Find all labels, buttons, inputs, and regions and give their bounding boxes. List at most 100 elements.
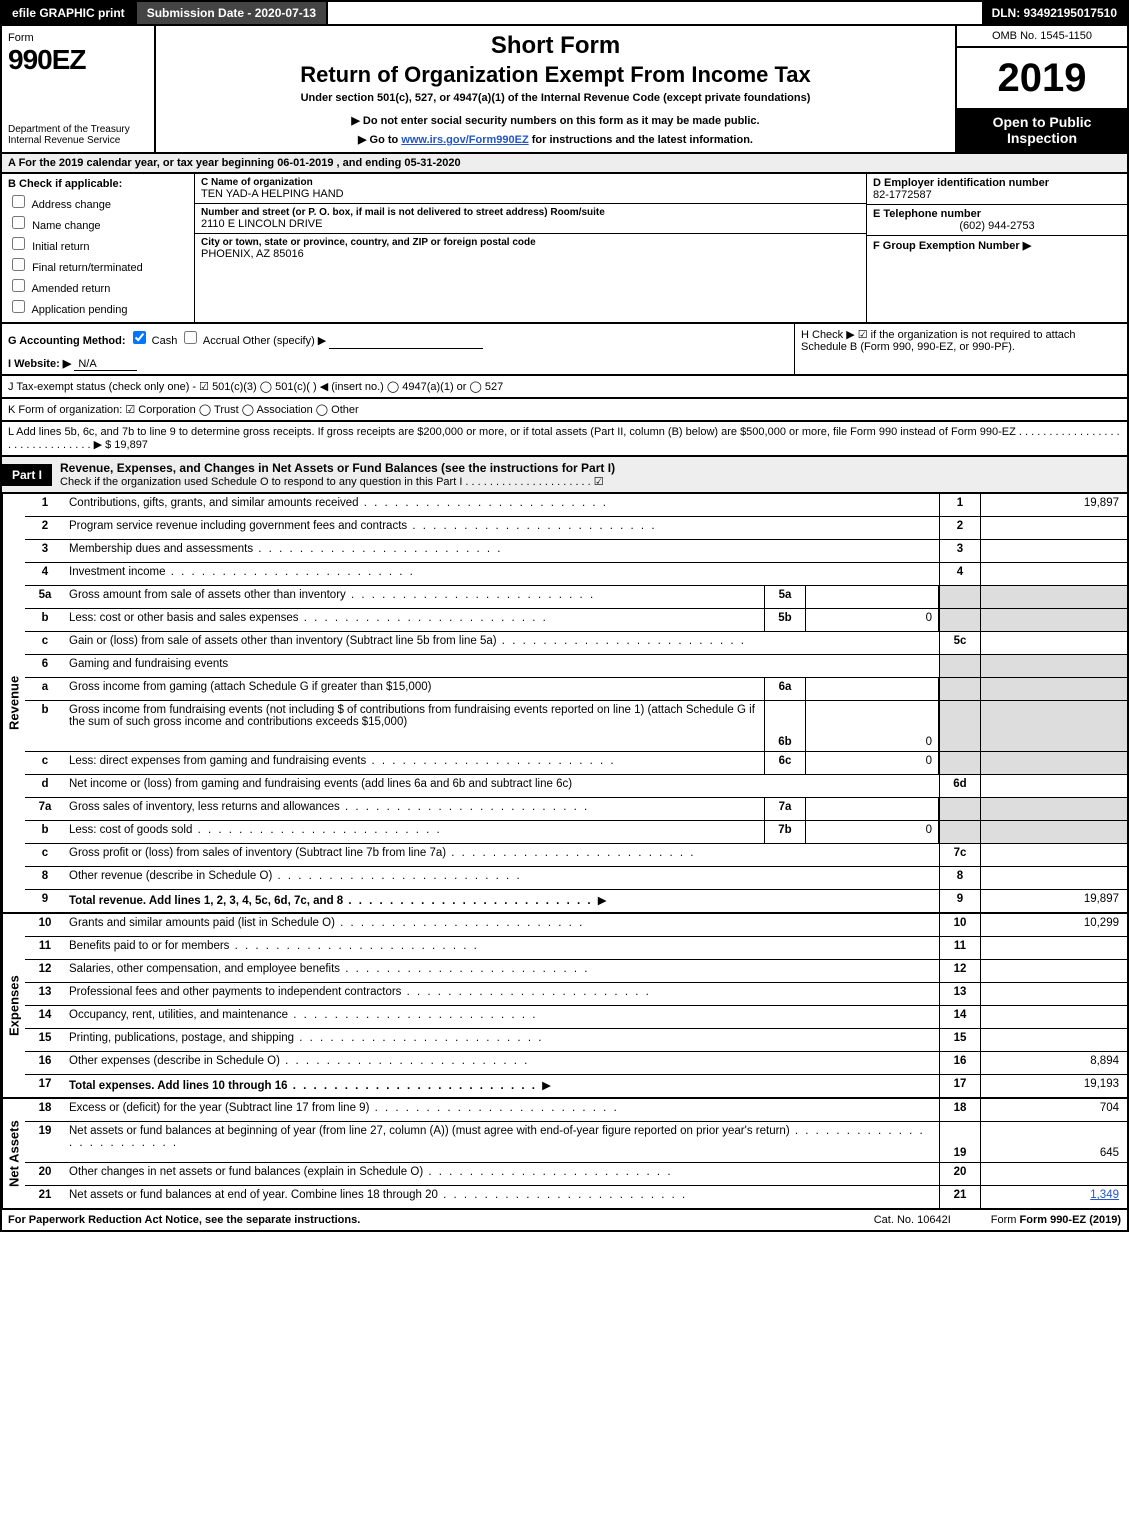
line-6c: c Less: direct expenses from gaming and … bbox=[25, 752, 1127, 775]
form-label: Form bbox=[8, 32, 148, 44]
line-17-value: 19,193 bbox=[980, 1075, 1127, 1097]
line-6b: b Gross income from fundraising events (… bbox=[25, 701, 1127, 752]
form-ref: Form Form 990-EZ (2019) bbox=[991, 1214, 1121, 1226]
revenue-section: Revenue 1 Contributions, gifts, grants, … bbox=[0, 494, 1129, 914]
subtitle-ssn-warning: ▶ Do not enter social security numbers o… bbox=[162, 114, 949, 127]
line-1: 1 Contributions, gifts, grants, and simi… bbox=[25, 494, 1127, 517]
org-info-block: B Check if applicable: Address change Na… bbox=[0, 174, 1129, 324]
gross-receipts-amount: $ 19,897 bbox=[105, 439, 148, 451]
omb-number: OMB No. 1545-1150 bbox=[957, 26, 1127, 48]
website-value: N/A bbox=[74, 358, 136, 371]
line-6b-value: 0 bbox=[806, 701, 939, 751]
irs-link[interactable]: www.irs.gov/Form990EZ bbox=[401, 134, 528, 146]
tax-period: A For the 2019 calendar year, or tax yea… bbox=[0, 154, 1129, 174]
check-name-change[interactable]: Name change bbox=[8, 213, 188, 232]
row-h: H Check ▶ ☑ if the organization is not r… bbox=[794, 324, 1127, 374]
check-application-pending[interactable]: Application pending bbox=[8, 297, 188, 316]
header-center: Short Form Return of Organization Exempt… bbox=[156, 26, 957, 152]
department-label: Department of the Treasury Internal Reve… bbox=[8, 124, 148, 146]
row-g: G Accounting Method: Cash Accrual Other … bbox=[2, 324, 794, 374]
line-21-link[interactable]: 1,349 bbox=[1090, 1189, 1119, 1201]
line-9: 9 Total revenue. Add lines 1, 2, 3, 4, 5… bbox=[25, 890, 1127, 912]
open-to-public: Open to Public Inspection bbox=[957, 108, 1127, 152]
line-19: 19 Net assets or fund balances at beginn… bbox=[25, 1122, 1127, 1163]
line-14: 14 Occupancy, rent, utilities, and maint… bbox=[25, 1006, 1127, 1029]
line-10-value: 10,299 bbox=[980, 914, 1127, 936]
box-b-heading: B Check if applicable: bbox=[8, 178, 188, 190]
accounting-method-label: G Accounting Method: bbox=[8, 335, 126, 347]
line-7b-value: 0 bbox=[806, 821, 939, 843]
line-13: 13 Professional fees and other payments … bbox=[25, 983, 1127, 1006]
box-def: D Employer identification number 82-1772… bbox=[866, 174, 1127, 322]
line-6c-value: 0 bbox=[806, 752, 939, 774]
row-l: L Add lines 5b, 6c, and 7b to line 9 to … bbox=[0, 422, 1129, 457]
paperwork-notice: For Paperwork Reduction Act Notice, see … bbox=[8, 1214, 360, 1226]
net-assets-section: Net Assets 18 Excess or (deficit) for th… bbox=[0, 1099, 1129, 1210]
other-specify-input[interactable] bbox=[329, 331, 483, 349]
title-return: Return of Organization Exempt From Incom… bbox=[162, 62, 949, 88]
part-i-title: Revenue, Expenses, and Changes in Net As… bbox=[52, 457, 1127, 492]
other-specify-label: Other (specify) ▶ bbox=[243, 335, 327, 347]
revenue-side-label: Revenue bbox=[2, 494, 25, 912]
line-20: 20 Other changes in net assets or fund b… bbox=[25, 1163, 1127, 1186]
line-6: 6 Gaming and fundraising events bbox=[25, 655, 1127, 678]
check-accrual[interactable]: Accrual bbox=[180, 335, 239, 347]
line-4: 4 Investment income 4 bbox=[25, 563, 1127, 586]
check-address-change[interactable]: Address change bbox=[8, 192, 188, 211]
check-cash[interactable]: Cash bbox=[129, 335, 178, 347]
row-k: K Form of organization: ☑ Corporation ◯ … bbox=[0, 399, 1129, 422]
subtitle-code: Under section 501(c), 527, or 4947(a)(1)… bbox=[162, 92, 949, 104]
footer: For Paperwork Reduction Act Notice, see … bbox=[0, 1210, 1129, 1232]
org-name: TEN YAD-A HELPING HAND bbox=[201, 188, 860, 200]
title-short-form: Short Form bbox=[162, 32, 949, 60]
line-18: 18 Excess or (deficit) for the year (Sub… bbox=[25, 1099, 1127, 1122]
box-b: B Check if applicable: Address change Na… bbox=[2, 174, 195, 322]
website-label: I Website: ▶ bbox=[8, 358, 71, 370]
label-group-exemption: F Group Exemption Number ▶ bbox=[873, 239, 1121, 252]
check-initial-return[interactable]: Initial return bbox=[8, 234, 188, 253]
tax-year: 2019 bbox=[957, 48, 1127, 108]
line-7b: b Less: cost of goods sold 7b 0 bbox=[25, 821, 1127, 844]
line-7c: c Gross profit or (loss) from sales of i… bbox=[25, 844, 1127, 867]
form-number: 990EZ bbox=[8, 44, 148, 76]
line-8: 8 Other revenue (describe in Schedule O)… bbox=[25, 867, 1127, 890]
line-3: 3 Membership dues and assessments 3 bbox=[25, 540, 1127, 563]
box-c: C Name of organization TEN YAD-A HELPING… bbox=[195, 174, 866, 322]
header-left: Form 990EZ Department of the Treasury In… bbox=[2, 26, 156, 152]
line-18-value: 704 bbox=[980, 1099, 1127, 1121]
check-final-return[interactable]: Final return/terminated bbox=[8, 255, 188, 274]
line-16-value: 8,894 bbox=[980, 1052, 1127, 1074]
label-org-name: C Name of organization bbox=[201, 177, 860, 188]
line-9-value: 19,897 bbox=[980, 890, 1127, 912]
efile-badge: efile GRAPHIC print bbox=[2, 2, 137, 24]
row-g-h: G Accounting Method: Cash Accrual Other … bbox=[0, 324, 1129, 376]
dln-number: DLN: 93492195017510 bbox=[982, 2, 1127, 24]
form-header: Form 990EZ Department of the Treasury In… bbox=[0, 26, 1129, 154]
line-6a: a Gross income from gaming (attach Sched… bbox=[25, 678, 1127, 701]
expenses-side-label: Expenses bbox=[2, 914, 25, 1097]
netassets-side-label: Net Assets bbox=[2, 1099, 25, 1208]
line-1-value: 19,897 bbox=[980, 494, 1127, 516]
check-amended-return[interactable]: Amended return bbox=[8, 276, 188, 295]
line-7a: 7a Gross sales of inventory, less return… bbox=[25, 798, 1127, 821]
line-19-value: 645 bbox=[980, 1122, 1127, 1162]
line-11: 11 Benefits paid to or for members 11 bbox=[25, 937, 1127, 960]
submission-date: Submission Date - 2020-07-13 bbox=[137, 2, 328, 24]
line-21: 21 Net assets or fund balances at end of… bbox=[25, 1186, 1127, 1208]
telephone-value: (602) 944-2753 bbox=[873, 220, 1121, 232]
line-17: 17 Total expenses. Add lines 10 through … bbox=[25, 1075, 1127, 1097]
line-12: 12 Salaries, other compensation, and emp… bbox=[25, 960, 1127, 983]
subtitle-link-row: ▶ Go to www.irs.gov/Form990EZ for instru… bbox=[162, 133, 949, 146]
expenses-section: Expenses 10 Grants and similar amounts p… bbox=[0, 914, 1129, 1099]
label-telephone: E Telephone number bbox=[873, 208, 1121, 220]
part-i-header: Part I Revenue, Expenses, and Changes in… bbox=[0, 457, 1129, 494]
part-i-check-note: Check if the organization used Schedule … bbox=[60, 475, 1119, 488]
line-5c: c Gain or (loss) from sale of assets oth… bbox=[25, 632, 1127, 655]
org-city: PHOENIX, AZ 85016 bbox=[201, 248, 860, 260]
label-address: Number and street (or P. O. box, if mail… bbox=[201, 207, 860, 218]
line-15: 15 Printing, publications, postage, and … bbox=[25, 1029, 1127, 1052]
line-2: 2 Program service revenue including gove… bbox=[25, 517, 1127, 540]
line-5a: 5a Gross amount from sale of assets othe… bbox=[25, 586, 1127, 609]
row-j: J Tax-exempt status (check only one) - ☑… bbox=[0, 376, 1129, 399]
org-address: 2110 E LINCOLN DRIVE bbox=[201, 218, 860, 230]
